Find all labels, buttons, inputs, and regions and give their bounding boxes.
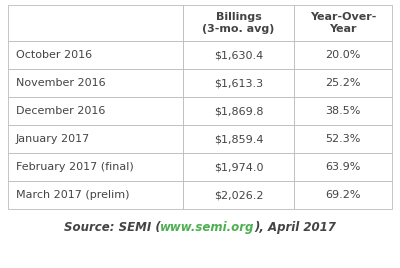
Text: 25.2%: 25.2% [325, 78, 361, 88]
Bar [294, 181, 392, 209]
Text: $2,026.2: $2,026.2 [214, 190, 263, 200]
Text: 38.5%: 38.5% [325, 106, 361, 116]
Text: 63.9%: 63.9% [325, 162, 361, 172]
Text: $1,613.3: $1,613.3 [214, 78, 263, 88]
Text: 20.0%: 20.0% [325, 50, 361, 60]
Text: $1,869.8: $1,869.8 [214, 106, 263, 116]
Bar [8, 5, 183, 41]
Text: Year-Over-
Year: Year-Over- Year [310, 12, 376, 34]
Bar [183, 153, 294, 181]
Text: January 2017: January 2017 [16, 134, 90, 144]
Text: $1,630.4: $1,630.4 [214, 50, 263, 60]
Text: 52.3%: 52.3% [325, 134, 361, 144]
Text: www.semi.org: www.semi.org [160, 221, 255, 233]
Text: February 2017 (final): February 2017 (final) [16, 162, 134, 172]
Bar [294, 5, 392, 41]
Text: March 2017 (prelim): March 2017 (prelim) [16, 190, 130, 200]
Text: December 2016: December 2016 [16, 106, 105, 116]
Bar [183, 41, 294, 69]
Bar [183, 125, 294, 153]
Bar [294, 153, 392, 181]
Text: November 2016: November 2016 [16, 78, 106, 88]
Text: October 2016: October 2016 [16, 50, 92, 60]
Bar [8, 181, 183, 209]
Text: ), April 2017: ), April 2017 [255, 221, 336, 233]
Text: 69.2%: 69.2% [325, 190, 361, 200]
Bar [294, 69, 392, 97]
Text: Source: SEMI (: Source: SEMI ( [64, 221, 160, 233]
Bar [8, 41, 183, 69]
Bar [183, 97, 294, 125]
Text: $1,859.4: $1,859.4 [214, 134, 263, 144]
Bar [183, 181, 294, 209]
Bar [294, 125, 392, 153]
Bar [294, 41, 392, 69]
Bar [183, 5, 294, 41]
Bar [8, 125, 183, 153]
Bar [8, 97, 183, 125]
Bar [294, 97, 392, 125]
Text: Billings
(3-mo. avg): Billings (3-mo. avg) [202, 12, 274, 34]
Bar [8, 69, 183, 97]
Bar [8, 153, 183, 181]
Text: $1,974.0: $1,974.0 [214, 162, 263, 172]
Bar [183, 69, 294, 97]
